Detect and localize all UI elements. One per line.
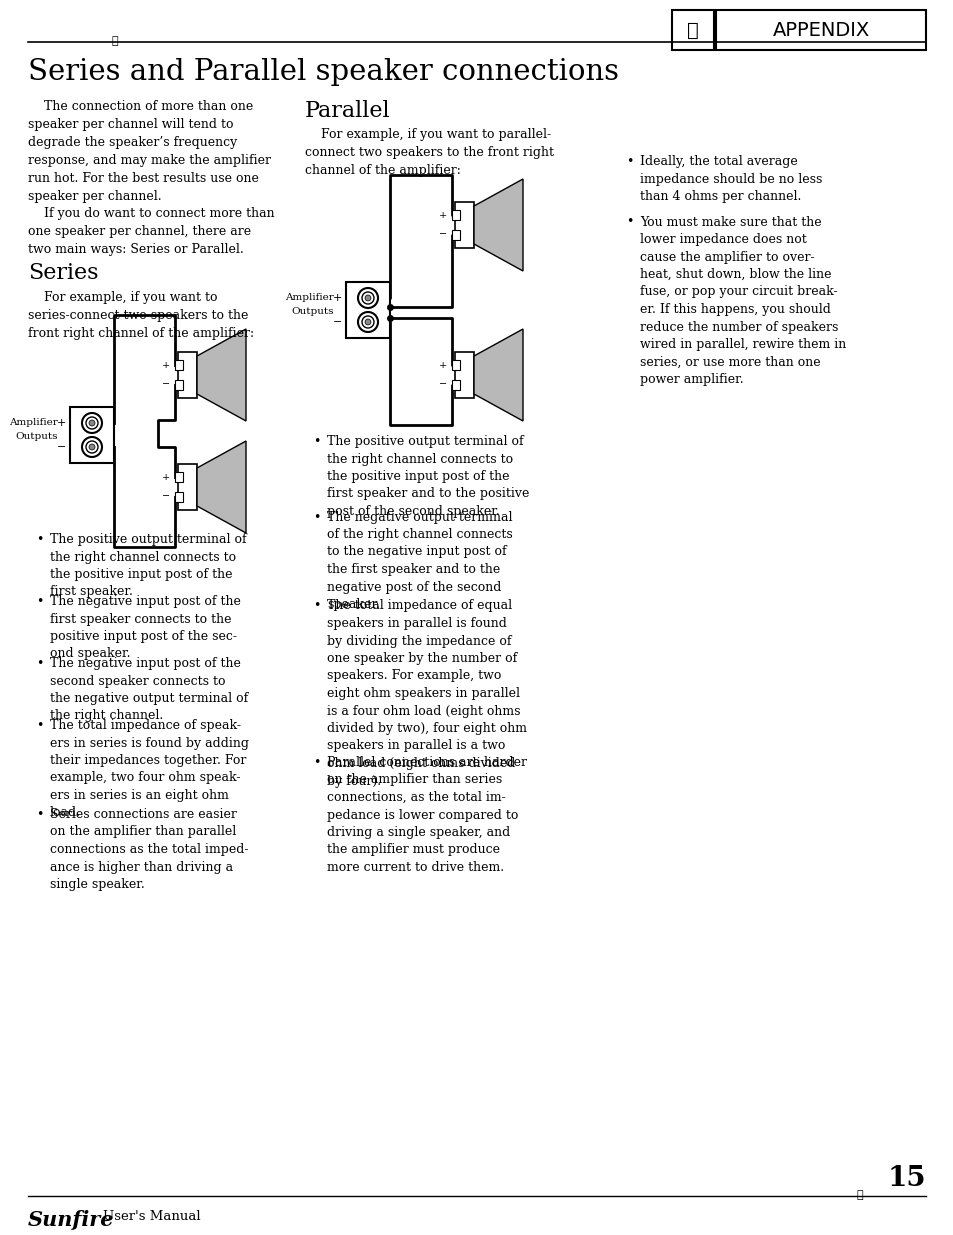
Text: 📖: 📖 [686, 21, 699, 40]
Text: −: − [438, 380, 447, 389]
Text: The total impedance of speak-
ers in series is found by adding
their impedances : The total impedance of speak- ers in ser… [50, 719, 249, 820]
Circle shape [86, 441, 98, 453]
Bar [178, 352, 196, 398]
Bar [70, 408, 113, 463]
Bar [174, 380, 183, 390]
Text: Outputs: Outputs [292, 308, 334, 316]
Text: −: − [56, 442, 66, 452]
Text: Parallel connections are harder
on the amplifier than series
connections, as the: Parallel connections are harder on the a… [327, 756, 526, 874]
Text: −: − [438, 231, 447, 240]
Text: The positive output terminal of
the right channel connects to
the positive input: The positive output terminal of the righ… [50, 534, 247, 599]
Text: +: + [438, 361, 447, 369]
Polygon shape [474, 179, 522, 270]
Circle shape [361, 291, 374, 304]
Bar [452, 380, 459, 390]
Text: The negative output terminal
of the right channel connects
to the negative input: The negative output terminal of the righ… [327, 510, 512, 611]
Text: If you do want to connect more than
one speaker per channel, there are
two main : If you do want to connect more than one … [28, 207, 274, 256]
Bar [452, 359, 459, 370]
Text: +: + [162, 473, 170, 482]
Text: Sunfire: Sunfire [28, 1210, 114, 1230]
Text: Outputs: Outputs [15, 432, 58, 441]
Circle shape [82, 412, 102, 433]
Bar [455, 352, 474, 398]
Text: +: + [333, 293, 341, 303]
Text: Ideally, the total average
impedance should be no less
than 4 ohms per channel.: Ideally, the total average impedance sho… [639, 156, 821, 203]
Circle shape [365, 295, 371, 301]
Text: Parallel: Parallel [305, 100, 390, 122]
Text: •: • [36, 534, 43, 546]
Text: 15: 15 [886, 1165, 925, 1192]
Bar [716, 10, 925, 49]
Bar [178, 464, 196, 510]
Bar [346, 282, 390, 338]
Text: +: + [162, 361, 170, 369]
Circle shape [361, 316, 374, 329]
Text: Amplifier: Amplifier [285, 293, 334, 303]
Text: −: − [162, 380, 170, 389]
Bar [452, 210, 459, 220]
Bar [174, 492, 183, 501]
Circle shape [89, 445, 95, 450]
Polygon shape [474, 329, 522, 421]
Bar [174, 472, 183, 482]
Text: •: • [313, 435, 320, 448]
Text: Series and Parallel speaker connections: Series and Parallel speaker connections [28, 58, 618, 86]
Text: Series: Series [28, 262, 98, 284]
Text: +: + [438, 210, 447, 220]
Text: •: • [625, 215, 633, 228]
Text: −: − [162, 493, 170, 501]
Text: You must make sure that the
lower impedance does not
cause the amplifier to over: You must make sure that the lower impeda… [639, 215, 845, 387]
Bar [174, 359, 183, 370]
Text: APPENDIX: APPENDIX [772, 21, 869, 40]
Text: The negative input post of the
second speaker connects to
the negative output te: The negative input post of the second sp… [50, 657, 248, 722]
Text: •: • [36, 719, 43, 732]
Text: •: • [625, 156, 633, 168]
Circle shape [89, 420, 95, 426]
Text: The positive output terminal of
the right channel connects to
the positive input: The positive output terminal of the righ… [327, 435, 529, 517]
Text: •: • [36, 595, 43, 608]
Text: The negative input post of the
first speaker connects to the
positive input post: The negative input post of the first spe… [50, 595, 240, 661]
Text: Amplifier: Amplifier [10, 417, 58, 427]
Text: •: • [313, 599, 320, 613]
Text: For example, if you want to
series-connect two speakers to the
front right chann: For example, if you want to series-conne… [28, 291, 253, 340]
Text: ✱: ✱ [856, 1191, 862, 1200]
Text: ✱: ✱ [112, 36, 118, 46]
Text: •: • [36, 808, 43, 821]
Text: The total impedance of equal
speakers in parallel is found
by dividing the imped: The total impedance of equal speakers in… [327, 599, 526, 788]
Polygon shape [196, 329, 246, 421]
Bar [452, 230, 459, 240]
Text: •: • [36, 657, 43, 671]
Text: −: − [333, 317, 341, 327]
Circle shape [357, 288, 377, 308]
Text: +: + [56, 417, 66, 429]
Text: Series connections are easier
on the amplifier than parallel
connections as the : Series connections are easier on the amp… [50, 808, 248, 890]
Text: The connection of more than one
speaker per channel will tend to
degrade the spe: The connection of more than one speaker … [28, 100, 271, 203]
Text: •: • [313, 510, 320, 524]
Bar [455, 203, 474, 248]
Circle shape [86, 417, 98, 429]
Circle shape [365, 319, 371, 325]
Circle shape [357, 312, 377, 332]
Text: User's Manual: User's Manual [103, 1210, 200, 1223]
Text: •: • [313, 756, 320, 769]
Polygon shape [196, 441, 246, 534]
Text: For example, if you want to parallel-
connect two speakers to the front right
ch: For example, if you want to parallel- co… [305, 128, 554, 177]
Bar [671, 10, 713, 49]
Circle shape [82, 437, 102, 457]
